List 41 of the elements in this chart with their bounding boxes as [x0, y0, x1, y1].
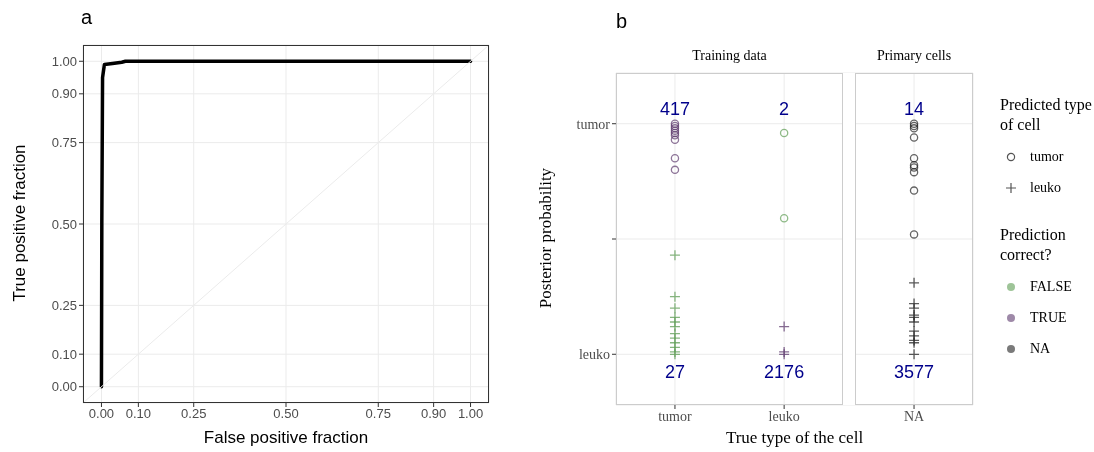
text: 2	[779, 98, 790, 119]
text: Primary cells	[875, 48, 953, 64]
text: Predicted type of cell	[1000, 95, 1092, 135]
y-tick-label: 0.10	[51, 346, 77, 362]
x-tick-label: 0.10	[125, 406, 152, 422]
x-tick-label: leuko	[768, 408, 800, 424]
x-axis-title: False positive fraction	[202, 428, 370, 448]
y-tick-label: 0.90	[51, 86, 77, 102]
x-tick-label: 0.50	[273, 406, 299, 422]
x-tick-label: 0.00	[88, 406, 115, 422]
y-axis-title: Posterior probability	[536, 166, 556, 311]
chart-title: a	[81, 6, 93, 29]
y-tick-label: 0.50	[51, 216, 77, 232]
y-axis-title: True positive fraction	[10, 143, 30, 304]
x-axis-title: True type of the cell	[724, 428, 865, 448]
text: 417	[659, 98, 690, 119]
text: 3577	[894, 361, 935, 382]
x-tick-label: 0.75	[365, 406, 391, 422]
x-tick-label: NA	[903, 408, 926, 424]
y-tick-label: 0.25	[51, 297, 77, 313]
legend-title: Prediction correct?	[1000, 225, 1067, 265]
text: tumor	[1030, 148, 1064, 165]
x-tick-label: tumor	[658, 408, 693, 424]
text: 2176	[764, 361, 805, 382]
line-series	[99, 59, 473, 389]
text: leuko	[1030, 179, 1062, 196]
text: 14	[904, 98, 925, 119]
text: Training data	[691, 48, 768, 64]
legend-label: NA	[1030, 340, 1051, 357]
y-tick-label: 0.00	[51, 379, 77, 395]
x-tick-label: 0.25	[181, 406, 207, 422]
chart-title: b	[616, 10, 628, 33]
text: tumor	[576, 116, 611, 132]
text: 27	[664, 361, 685, 382]
y-tick-label: 0.75	[51, 135, 77, 151]
legend-label: TRUE	[1030, 309, 1067, 326]
y-tick-label: 1.00	[51, 53, 77, 69]
x-tick-label: 0.90	[420, 406, 447, 422]
text: leuko	[578, 347, 610, 363]
x-tick-label: 1.00	[457, 406, 484, 422]
legend-label: FALSE	[1030, 278, 1072, 295]
